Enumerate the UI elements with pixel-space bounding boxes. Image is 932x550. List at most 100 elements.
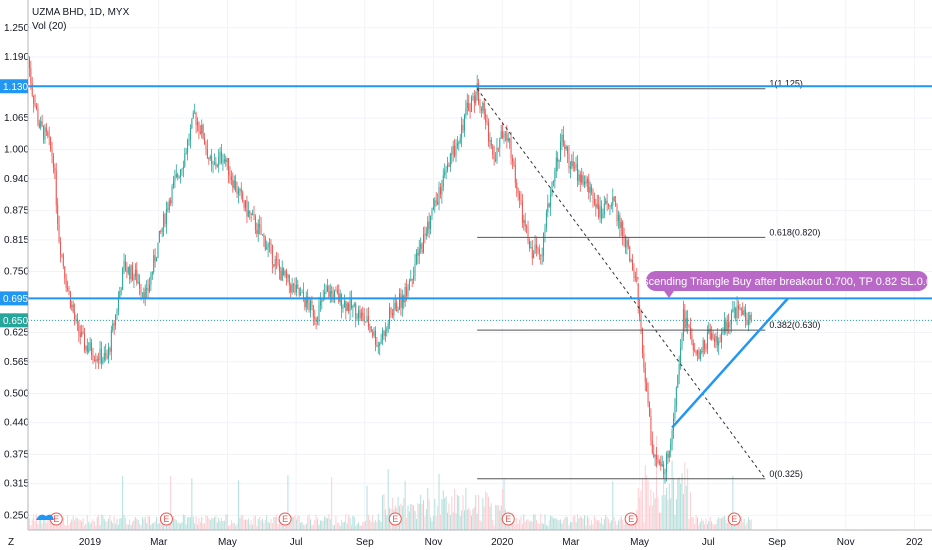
candle-body (458, 142, 460, 144)
volume-bar (629, 521, 631, 530)
fib-level-label: 0.382(0.630) (769, 320, 820, 330)
candle-body (699, 351, 701, 360)
candle-body (191, 118, 193, 129)
candle-body (367, 316, 369, 327)
candle-body (616, 206, 618, 222)
candle-body (520, 199, 522, 202)
x-tick-label: Jul (702, 537, 715, 548)
earnings-marker-label: E (731, 514, 737, 524)
candle-body (404, 286, 406, 303)
candle-body (350, 298, 352, 308)
volume-bar (411, 504, 413, 530)
y-tick-label: 0.440 (4, 418, 29, 429)
volume-bar (103, 518, 105, 530)
earnings-marker-icon (159, 512, 173, 526)
volume-bar (719, 518, 721, 530)
candle-body (506, 133, 508, 141)
volume-bar (469, 510, 471, 530)
volume-bar (223, 520, 225, 530)
volume-bar (269, 522, 271, 530)
volume-bar (568, 525, 570, 530)
fib-level-label: 0.618(0.820) (769, 227, 820, 237)
candle-body (331, 291, 333, 294)
volume-bar (365, 520, 367, 530)
volume-bar (191, 478, 193, 530)
tradingview-logo-icon (36, 514, 54, 520)
candle-body (541, 255, 543, 257)
volume-bar (76, 518, 78, 530)
volume-bar (75, 517, 77, 530)
volume-bar (346, 523, 348, 530)
candle-body (365, 321, 367, 323)
volume-bar (172, 516, 174, 530)
candle-body (730, 312, 732, 325)
candle-body (105, 353, 107, 356)
candle-body (536, 244, 537, 249)
candle-body (108, 347, 110, 359)
candle-body (256, 229, 258, 234)
candle-body (490, 140, 492, 147)
volume-bar (82, 517, 84, 530)
volume-bar (425, 509, 427, 530)
volume-bar (489, 506, 491, 530)
x-tick-label: 2019 (79, 537, 102, 548)
candle-body (439, 187, 441, 195)
candle-body (589, 187, 591, 193)
candle-body (609, 205, 611, 207)
candle-body (417, 252, 419, 256)
volume-bar (261, 519, 263, 530)
volume-bar (355, 525, 357, 530)
candle-body (651, 440, 653, 454)
candle-body (230, 176, 232, 181)
fibonacci-retracement[interactable]: 1(1.125) 0.618(0.820) 0.382(0.630) 0(0.325) (476, 79, 820, 480)
candle-body (608, 204, 610, 206)
volume-bar (184, 515, 186, 530)
volume-bar (235, 525, 237, 530)
volume-bar (260, 520, 262, 530)
volume-bar (654, 498, 656, 530)
candle-body (578, 174, 580, 181)
volume-bar (194, 523, 196, 530)
volume-bar (65, 525, 67, 530)
fib-level-label: 0(0.325) (769, 469, 803, 479)
candle-body (116, 310, 118, 315)
level-price-tag (0, 79, 28, 94)
volume-bar (312, 524, 314, 530)
volume-bar (71, 519, 73, 530)
volume-bar (695, 515, 697, 530)
candle-body (305, 296, 307, 308)
candle-body (33, 95, 35, 104)
volume-bar (243, 519, 245, 530)
volume-bar (295, 519, 297, 530)
volume-bar (448, 503, 450, 530)
volume-bar (480, 521, 482, 530)
candle-body (243, 201, 245, 208)
candle-body (157, 242, 159, 259)
candle-body (702, 340, 704, 353)
candle-body (613, 197, 615, 201)
current-price-label: 0.650 (3, 316, 28, 327)
annotation-callout[interactable]: Ascending Triangle Buy after breakout 0.… (636, 271, 932, 298)
volume-bar (55, 522, 57, 530)
volume-bar (718, 517, 720, 530)
trendlines[interactable] (671, 297, 789, 429)
volume-bar (537, 523, 539, 530)
candle-body (51, 148, 53, 157)
candle-body (487, 122, 489, 142)
volume-bar (41, 523, 43, 530)
candle-body (109, 347, 111, 352)
x-tick-label: May (218, 537, 237, 548)
candle-body (740, 308, 742, 311)
candle-body (369, 326, 371, 328)
candle-body (660, 461, 662, 467)
volume-bar (84, 525, 85, 530)
volume-bar (482, 498, 484, 530)
volume-bar (588, 518, 590, 530)
horizontal-levels[interactable] (28, 85, 932, 321)
y-tick-label: 0.625 (4, 328, 29, 339)
candle-body (386, 329, 388, 332)
volume-bar (301, 521, 303, 530)
volume-bar (455, 513, 457, 530)
candle-body (61, 254, 63, 256)
